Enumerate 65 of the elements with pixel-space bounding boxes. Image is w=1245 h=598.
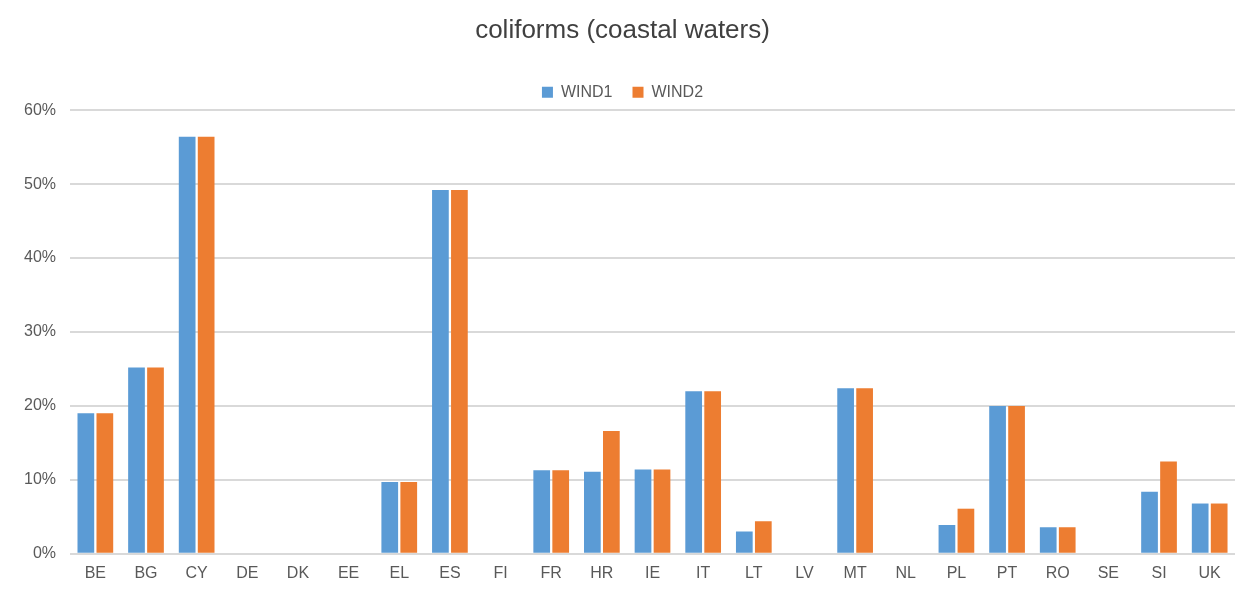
- bar: [178, 136, 196, 553]
- bar: [128, 367, 145, 553]
- x-tick-label: ES: [439, 563, 461, 581]
- x-tick-label: FI: [493, 563, 508, 581]
- x-tick-label: BG: [134, 563, 158, 581]
- bar: [1160, 461, 1177, 553]
- x-tick-label: IT: [696, 563, 711, 581]
- x-tick-label: MT: [843, 563, 867, 581]
- x-tick-label: PT: [996, 563, 1018, 581]
- bar: [837, 388, 854, 553]
- y-tick-label: 30%: [23, 322, 57, 340]
- x-tick-label: PL: [946, 563, 967, 581]
- bar: [197, 136, 215, 553]
- x-tick-label: HR: [590, 563, 614, 581]
- chart-title: coliforms (coastal waters): [475, 13, 770, 44]
- y-tick-label: 20%: [23, 396, 57, 414]
- x-tick-label: IE: [644, 563, 661, 581]
- x-tick-label: LV: [795, 563, 814, 581]
- bar: [1039, 527, 1057, 553]
- x-tick-label: BE: [84, 563, 107, 581]
- y-tick-label: 50%: [23, 174, 57, 192]
- bar: [584, 471, 601, 553]
- x-tick-label: DE: [236, 563, 259, 581]
- bar: [957, 508, 975, 553]
- bar: [381, 482, 399, 553]
- bar: [754, 521, 772, 553]
- bar: [96, 413, 114, 553]
- x-tick-label: FR: [540, 563, 562, 581]
- x-tick-label: SI: [1151, 563, 1167, 581]
- bar: [552, 470, 570, 553]
- bar: [1210, 503, 1228, 553]
- y-tick-label: 0%: [32, 544, 57, 562]
- y-tick-label: 60%: [23, 100, 57, 118]
- x-tick-label: DK: [286, 563, 310, 581]
- bar: [451, 190, 468, 553]
- bar: [1191, 503, 1209, 553]
- x-tick-label: RO: [1045, 563, 1070, 581]
- bar: [938, 524, 956, 553]
- bar: [1058, 527, 1076, 553]
- bar: [856, 388, 873, 553]
- y-tick-label: 40%: [23, 248, 57, 266]
- x-tick-label: NL: [895, 563, 917, 581]
- bar: [634, 469, 652, 553]
- bar: [989, 405, 1006, 553]
- bar: [147, 367, 164, 553]
- legend-label: WIND1: [560, 82, 613, 100]
- x-tick-label: UK: [1198, 563, 1222, 581]
- bar: [704, 391, 722, 553]
- bar: [1008, 405, 1025, 553]
- x-tick-label: EL: [389, 563, 410, 581]
- bar: [432, 190, 449, 553]
- bar: [735, 531, 753, 553]
- bar: [653, 469, 671, 553]
- bar: [603, 431, 620, 553]
- x-tick-label: LT: [745, 563, 763, 581]
- bar: [1141, 491, 1158, 553]
- legend-label: WIND2: [651, 82, 704, 100]
- y-tick-label: 10%: [23, 470, 57, 488]
- x-tick-label: SE: [1097, 563, 1120, 581]
- bar: [533, 470, 551, 553]
- bar: [77, 413, 95, 553]
- x-tick-label: CY: [185, 563, 209, 581]
- bar: [400, 482, 418, 553]
- bar: [685, 391, 703, 553]
- x-tick-label: EE: [337, 563, 360, 581]
